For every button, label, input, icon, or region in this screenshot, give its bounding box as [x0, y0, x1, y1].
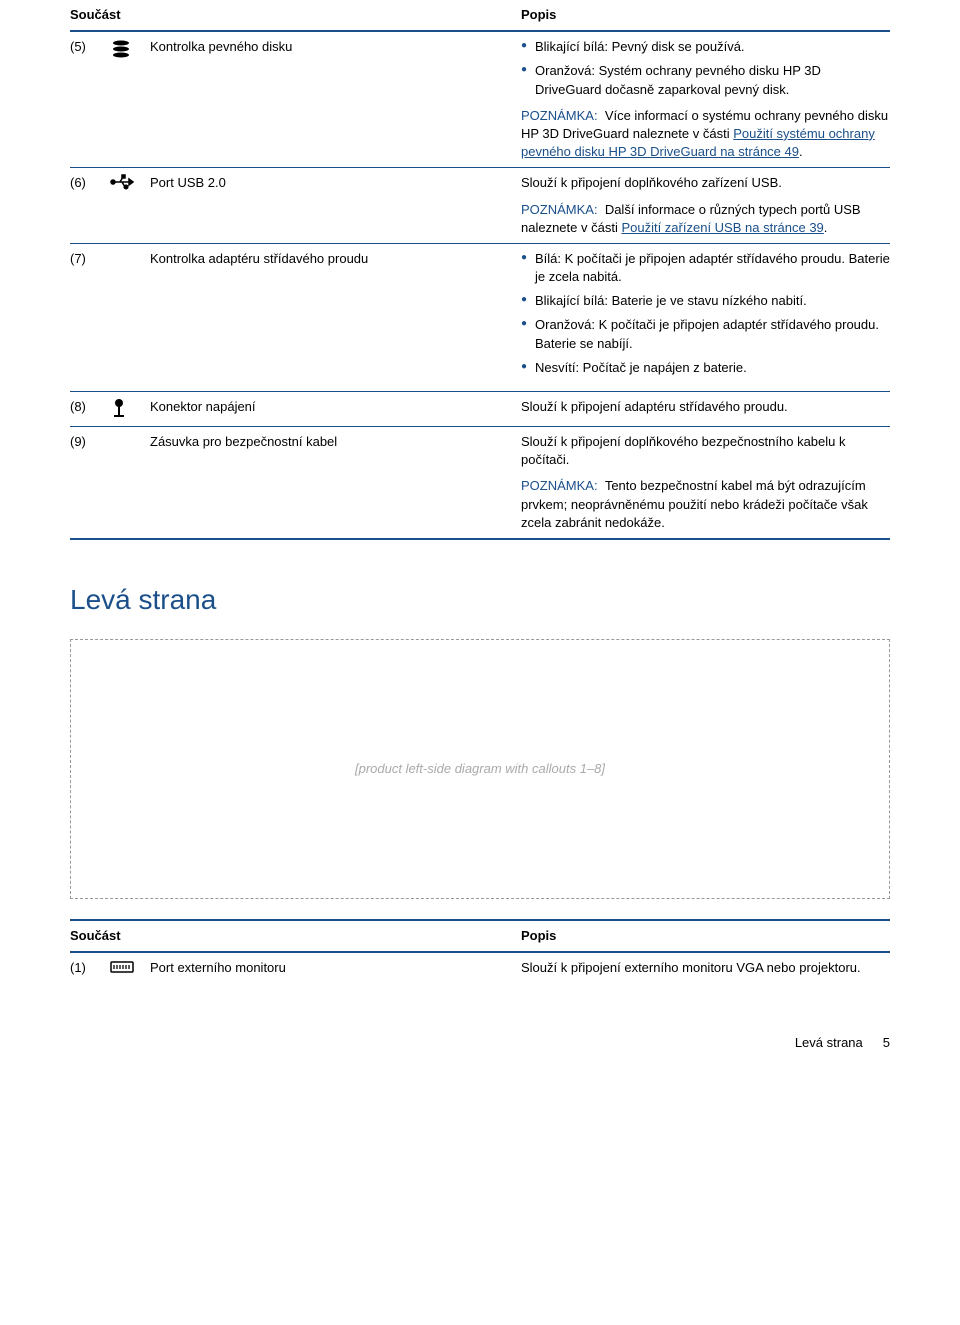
bullet: Oranžová: Systém ochrany pevného disku H…	[521, 62, 890, 98]
component-desc: Slouží k připojení doplňkového bezpečnos…	[521, 433, 890, 532]
component-desc: Bílá: K počítači je připojen adaptér stř…	[521, 250, 890, 385]
footer-page-number: 5	[883, 1034, 890, 1052]
section-heading: Levá strana	[70, 580, 890, 619]
note-text-after: .	[824, 220, 828, 235]
component-name: Kontrolka adaptéru střídavého proudu	[150, 250, 521, 268]
row-number: (6)	[70, 174, 110, 192]
left-side-diagram: [product left-side diagram with callouts…	[70, 639, 890, 899]
component-table-1: Součást Popis (5) Kontrolka pevného disk…	[70, 0, 890, 540]
external-monitor-icon	[110, 959, 150, 975]
table-row: (7) Kontrolka adaptéru střídavého proudu…	[70, 244, 890, 392]
note: POZNÁMKA: Tento bezpečnostní kabel má bý…	[521, 477, 890, 532]
note-text-after: .	[799, 144, 803, 159]
table-row: (6) Port USB 2.0 Slouží k připojení dopl…	[70, 168, 890, 244]
row-number: (1)	[70, 959, 110, 977]
note-label: POZNÁMKA:	[521, 108, 598, 123]
bullet: Blikající bílá: Baterie je ve stavu nízk…	[521, 292, 890, 310]
bullet: Bílá: K počítači je připojen adaptér stř…	[521, 250, 890, 286]
bullet: Blikající bílá: Pevný disk se používá.	[521, 38, 890, 56]
component-desc: Slouží k připojení adaptéru střídavého p…	[521, 398, 890, 416]
footer-section-title: Levá strana	[795, 1034, 863, 1052]
plain-desc: Slouží k připojení doplňkového zařízení …	[521, 174, 890, 192]
header-component: Součást	[70, 6, 521, 24]
component-table-2: Součást Popis (1) Port externího monitor…	[70, 919, 890, 983]
table-row: (1) Port externího monitoru Slouží k při…	[70, 953, 890, 983]
usb-icon	[110, 174, 150, 190]
plain-desc: Slouží k připojení externího monitoru VG…	[521, 959, 890, 977]
note: POZNÁMKA: Další informace o různých type…	[521, 201, 890, 237]
row-number: (7)	[70, 250, 110, 268]
header-desc: Popis	[521, 927, 890, 945]
plain-desc: Slouží k připojení doplňkového bezpečnos…	[521, 433, 890, 469]
bullet: Nesvítí: Počítač je napájen z baterie.	[521, 359, 890, 377]
page-footer: Levá strana 5	[70, 1034, 890, 1052]
power-connector-icon	[110, 398, 150, 420]
component-desc: Slouží k připojení externího monitoru VG…	[521, 959, 890, 977]
note-label: POZNÁMKA:	[521, 202, 598, 217]
disk-stack-icon	[110, 38, 150, 60]
note: POZNÁMKA: Více informací o systému ochra…	[521, 107, 890, 162]
bullet: Oranžová: K počítači je připojen adaptér…	[521, 316, 890, 352]
table-row: (5) Kontrolka pevného disku Blikající bí…	[70, 32, 890, 168]
row-number: (8)	[70, 398, 110, 416]
header-desc: Popis	[521, 6, 890, 24]
component-name: Konektor napájení	[150, 398, 521, 416]
component-desc: Slouží k připojení doplňkového zařízení …	[521, 174, 890, 237]
table-row: (8) Konektor napájení Slouží k připojení…	[70, 392, 890, 427]
component-name: Port USB 2.0	[150, 174, 521, 192]
header-component: Součást	[70, 927, 521, 945]
component-name: Port externího monitoru	[150, 959, 521, 977]
component-name: Kontrolka pevného disku	[150, 38, 521, 56]
note-label: POZNÁMKA:	[521, 478, 598, 493]
table-row: (9) Zásuvka pro bezpečnostní kabel Slouž…	[70, 427, 890, 540]
component-name: Zásuvka pro bezpečnostní kabel	[150, 433, 521, 451]
table-header-row: Součást Popis	[70, 919, 890, 953]
component-desc: Blikající bílá: Pevný disk se používá. O…	[521, 38, 890, 161]
note-link[interactable]: Použití zařízení USB na stránce 39	[621, 220, 823, 235]
plain-desc: Slouží k připojení adaptéru střídavého p…	[521, 398, 890, 416]
table-header-row: Součást Popis	[70, 0, 890, 32]
row-number: (9)	[70, 433, 110, 451]
row-number: (5)	[70, 38, 110, 56]
